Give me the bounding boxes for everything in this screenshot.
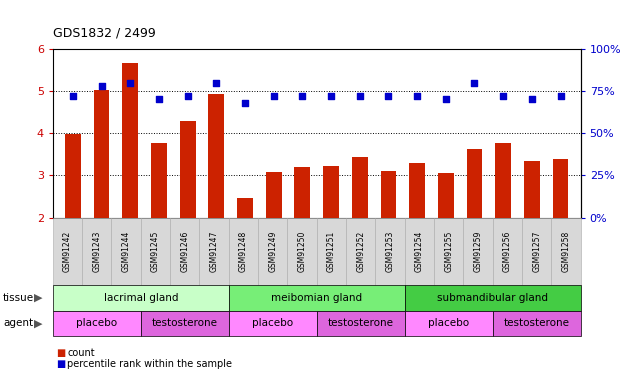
Bar [409, 163, 425, 218]
Text: tissue: tissue [3, 293, 34, 303]
Point [412, 93, 422, 99]
Text: GSM91243: GSM91243 [93, 231, 101, 272]
Text: GSM91246: GSM91246 [180, 231, 189, 272]
Bar [496, 143, 511, 218]
Point [556, 93, 566, 99]
Text: GSM91245: GSM91245 [151, 231, 160, 272]
Text: GSM91251: GSM91251 [327, 231, 336, 272]
Bar [438, 173, 454, 217]
Bar [466, 149, 483, 217]
Text: ■: ■ [56, 359, 65, 369]
Text: placebo: placebo [428, 318, 469, 328]
Text: meibomian gland: meibomian gland [271, 293, 362, 303]
Text: GSM91250: GSM91250 [297, 231, 307, 272]
Point [383, 93, 393, 99]
Text: GSM91242: GSM91242 [63, 231, 72, 272]
Text: testosterone: testosterone [152, 318, 218, 328]
Text: GDS1832 / 2499: GDS1832 / 2499 [53, 26, 155, 39]
Point [154, 96, 164, 102]
Text: count: count [67, 348, 94, 358]
Text: ▶: ▶ [34, 293, 42, 303]
Text: ▶: ▶ [34, 318, 42, 328]
Text: GSM91259: GSM91259 [473, 231, 483, 272]
Point [355, 93, 365, 99]
Point [498, 93, 508, 99]
Bar [94, 90, 109, 218]
Text: GSM91253: GSM91253 [386, 231, 394, 272]
Text: ■: ■ [56, 348, 65, 358]
Bar [209, 94, 224, 218]
Text: GSM91248: GSM91248 [239, 231, 248, 272]
Point [240, 100, 250, 106]
Text: GSM91249: GSM91249 [268, 231, 277, 272]
Point [68, 93, 78, 99]
Text: testosterone: testosterone [504, 318, 569, 328]
Point [125, 80, 135, 86]
Text: GSM91255: GSM91255 [444, 231, 453, 272]
Text: percentile rank within the sample: percentile rank within the sample [67, 359, 232, 369]
Text: placebo: placebo [252, 318, 293, 328]
Bar [381, 171, 396, 217]
Bar [65, 134, 81, 218]
Bar [266, 172, 281, 217]
Text: GSM91247: GSM91247 [209, 231, 219, 272]
Text: lacrimal gland: lacrimal gland [104, 293, 178, 303]
Text: submandibular gland: submandibular gland [437, 293, 548, 303]
Bar [151, 143, 167, 218]
Text: testosterone: testosterone [328, 318, 394, 328]
Bar [237, 198, 253, 217]
Bar [122, 63, 138, 217]
Point [97, 83, 107, 89]
Bar [524, 160, 540, 218]
Point [441, 96, 451, 102]
Bar [323, 166, 339, 218]
Text: agent: agent [3, 318, 34, 328]
Text: GSM91256: GSM91256 [503, 231, 512, 272]
Point [211, 80, 221, 86]
Text: GSM91254: GSM91254 [415, 231, 424, 272]
Point [183, 93, 193, 99]
Text: GSM91257: GSM91257 [532, 231, 541, 272]
Point [326, 93, 336, 99]
Bar [294, 167, 310, 218]
Text: placebo: placebo [76, 318, 117, 328]
Bar [352, 157, 368, 218]
Point [469, 80, 479, 86]
Text: GSM91252: GSM91252 [356, 231, 365, 272]
Point [527, 96, 537, 102]
Bar [553, 159, 568, 218]
Bar [179, 122, 196, 218]
Text: GSM91258: GSM91258 [561, 231, 571, 272]
Point [297, 93, 307, 99]
Text: GSM91244: GSM91244 [122, 231, 130, 272]
Point [269, 93, 279, 99]
